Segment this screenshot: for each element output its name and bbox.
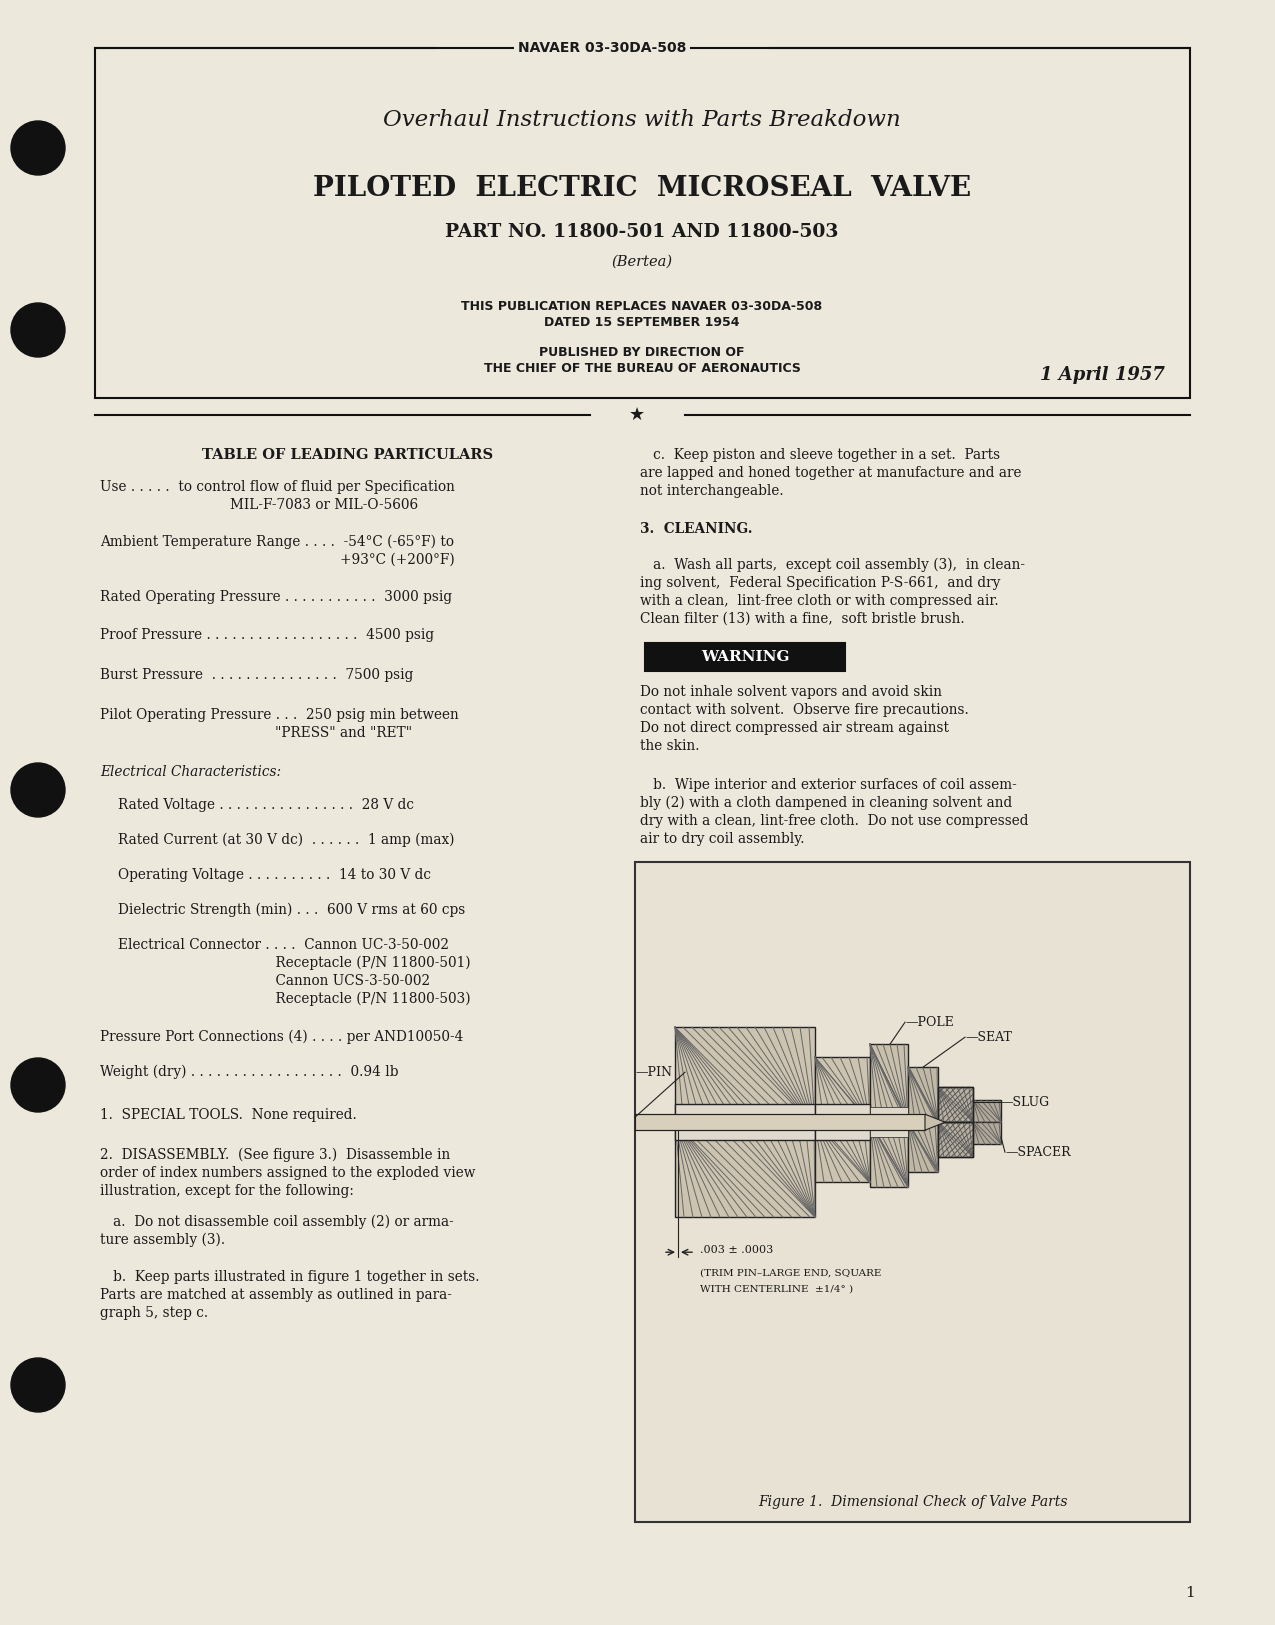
Circle shape (11, 764, 65, 817)
Text: bly (2) with a cloth dampened in cleaning solvent and: bly (2) with a cloth dampened in cleanin… (640, 796, 1012, 811)
Text: —SPACER: —SPACER (1005, 1146, 1071, 1159)
Text: are lapped and honed together at manufacture and are: are lapped and honed together at manufac… (640, 466, 1021, 479)
Circle shape (11, 120, 65, 176)
Text: Electrical Connector . . . .  Cannon UC-3-50-002: Electrical Connector . . . . Cannon UC-3… (119, 938, 449, 952)
Text: ★: ★ (629, 406, 645, 424)
Text: with a clean,  lint-free cloth or with compressed air.: with a clean, lint-free cloth or with co… (640, 595, 998, 608)
Text: WARNING: WARNING (701, 650, 789, 665)
Text: Proof Pressure . . . . . . . . . . . . . . . . . .  4500 psig: Proof Pressure . . . . . . . . . . . . .… (99, 627, 434, 642)
Text: a.  Wash all parts,  except coil assembly (3),  in clean-: a. Wash all parts, except coil assembly … (640, 557, 1025, 572)
Text: Rated Voltage . . . . . . . . . . . . . . . .  28 V dc: Rated Voltage . . . . . . . . . . . . . … (119, 798, 414, 812)
Circle shape (11, 1058, 65, 1112)
Text: PART NO. 11800-501 AND 11800-503: PART NO. 11800-501 AND 11800-503 (445, 223, 839, 240)
Circle shape (11, 302, 65, 358)
Text: Pilot Operating Pressure . . .  250 psig min between: Pilot Operating Pressure . . . 250 psig … (99, 708, 459, 722)
Bar (96, 49, 1190, 398)
Text: b.  Keep parts illustrated in figure 1 together in sets.: b. Keep parts illustrated in figure 1 to… (99, 1271, 479, 1284)
Bar (938, 1087, 973, 1123)
Text: Ambient Temperature Range . . . .  -54°C (-65°F) to: Ambient Temperature Range . . . . -54°C … (99, 535, 454, 549)
Bar (674, 1027, 815, 1128)
Text: Do not direct compressed air stream against: Do not direct compressed air stream agai… (640, 722, 949, 734)
Text: 1: 1 (1186, 1586, 1195, 1601)
Text: contact with solvent.  Observe fire precautions.: contact with solvent. Observe fire preca… (640, 704, 969, 717)
Text: DATED 15 SEPTEMBER 1954: DATED 15 SEPTEMBER 1954 (544, 317, 739, 330)
Text: "PRESS" and "RET": "PRESS" and "RET" (275, 726, 412, 739)
Bar (908, 1123, 938, 1172)
Text: air to dry coil assembly.: air to dry coil assembly. (640, 832, 805, 847)
Bar (938, 1123, 973, 1157)
Text: Operating Voltage . . . . . . . . . .  14 to 30 V dc: Operating Voltage . . . . . . . . . . 14… (119, 868, 431, 882)
Text: illustration, except for the following:: illustration, except for the following: (99, 1185, 354, 1198)
Text: 1.  SPECIAL TOOLS.  None required.: 1. SPECIAL TOOLS. None required. (99, 1108, 357, 1121)
Text: NAVAER 03-30DA-508: NAVAER 03-30DA-508 (518, 41, 686, 55)
Bar (815, 1105, 870, 1141)
Text: Clean filter (13) with a fine,  soft bristle brush.: Clean filter (13) with a fine, soft bris… (640, 613, 965, 626)
Text: not interchangeable.: not interchangeable. (640, 484, 784, 497)
Bar (645, 644, 845, 671)
Text: (Bertea): (Bertea) (612, 255, 673, 270)
Bar (870, 1045, 908, 1123)
Text: .003 ± .0003: .003 ± .0003 (700, 1245, 773, 1254)
Bar (815, 1123, 870, 1183)
Text: Receptacle (P/N 11800-501): Receptacle (P/N 11800-501) (119, 956, 470, 970)
Text: WITH CENTERLINE  ±1/4° ): WITH CENTERLINE ±1/4° ) (700, 1284, 853, 1294)
Text: TABLE OF LEADING PARTICULARS: TABLE OF LEADING PARTICULARS (203, 449, 493, 462)
Bar (815, 1058, 870, 1123)
Bar (870, 1107, 908, 1137)
Text: Cannon UCS-3-50-002: Cannon UCS-3-50-002 (119, 973, 430, 988)
Bar (870, 1123, 908, 1188)
Text: Use . . . . .  to control flow of fluid per Specification: Use . . . . . to control flow of fluid p… (99, 479, 455, 494)
Text: 1 April 1957: 1 April 1957 (1040, 366, 1165, 384)
Text: 3.  CLEANING.: 3. CLEANING. (640, 522, 752, 536)
Text: +93°C (+200°F): +93°C (+200°F) (340, 552, 455, 567)
Text: Overhaul Instructions with Parts Breakdown: Overhaul Instructions with Parts Breakdo… (382, 109, 901, 132)
Text: —SLUG: —SLUG (1000, 1095, 1049, 1108)
Text: PUBLISHED BY DIRECTION OF: PUBLISHED BY DIRECTION OF (539, 346, 745, 359)
Text: Pressure Port Connections (4) . . . . per AND10050-4: Pressure Port Connections (4) . . . . pe… (99, 1030, 463, 1045)
Text: Do not inhale solvent vapors and avoid skin: Do not inhale solvent vapors and avoid s… (640, 686, 942, 699)
Text: 2.  DISASSEMBLY.  (See figure 3.)  Disassemble in: 2. DISASSEMBLY. (See figure 3.) Disassem… (99, 1147, 450, 1162)
Text: THE CHIEF OF THE BUREAU OF AERONAUTICS: THE CHIEF OF THE BUREAU OF AERONAUTICS (483, 362, 801, 375)
Bar (973, 1100, 1001, 1123)
Bar (635, 1115, 924, 1131)
Text: MIL-F-7083 or MIL-O-5606: MIL-F-7083 or MIL-O-5606 (230, 497, 418, 512)
Text: PILOTED  ELECTRIC  MICROSEAL  VALVE: PILOTED ELECTRIC MICROSEAL VALVE (312, 174, 972, 202)
Bar (973, 1123, 1001, 1144)
Bar (938, 1087, 973, 1123)
Text: a.  Do not disassemble coil assembly (2) or arma-: a. Do not disassemble coil assembly (2) … (99, 1216, 454, 1230)
Bar (938, 1123, 973, 1157)
Text: —PIN: —PIN (635, 1066, 672, 1079)
Text: order of index numbers assigned to the exploded view: order of index numbers assigned to the e… (99, 1167, 476, 1180)
Text: Weight (dry) . . . . . . . . . . . . . . . . . .  0.94 lb: Weight (dry) . . . . . . . . . . . . . .… (99, 1064, 399, 1079)
Text: the skin.: the skin. (640, 739, 700, 752)
Text: —POLE: —POLE (905, 1016, 954, 1029)
Text: (TRIM PIN–LARGE END, SQUARE: (TRIM PIN–LARGE END, SQUARE (700, 1268, 881, 1277)
Bar (635, 861, 1190, 1523)
Text: c.  Keep piston and sleeve together in a set.  Parts: c. Keep piston and sleeve together in a … (640, 449, 1000, 462)
Text: Rated Operating Pressure . . . . . . . . . . .  3000 psig: Rated Operating Pressure . . . . . . . .… (99, 590, 453, 604)
Text: Electrical Characteristics:: Electrical Characteristics: (99, 765, 280, 778)
Text: —SEAT: —SEAT (965, 1030, 1012, 1043)
Text: Parts are matched at assembly as outlined in para-: Parts are matched at assembly as outline… (99, 1289, 451, 1302)
Circle shape (11, 1358, 65, 1412)
Text: Figure 1.  Dimensional Check of Valve Parts: Figure 1. Dimensional Check of Valve Par… (757, 1495, 1067, 1510)
Text: Burst Pressure  . . . . . . . . . . . . . . .  7500 psig: Burst Pressure . . . . . . . . . . . . .… (99, 668, 413, 682)
Text: Dielectric Strength (min) . . .  600 V rms at 60 cps: Dielectric Strength (min) . . . 600 V rm… (119, 904, 465, 918)
Text: graph 5, step c.: graph 5, step c. (99, 1306, 208, 1320)
Text: THIS PUBLICATION REPLACES NAVAER 03-30DA-508: THIS PUBLICATION REPLACES NAVAER 03-30DA… (462, 299, 822, 312)
Text: Receptacle (P/N 11800-503): Receptacle (P/N 11800-503) (119, 991, 470, 1006)
Text: ture assembly (3).: ture assembly (3). (99, 1233, 226, 1248)
Polygon shape (924, 1115, 945, 1131)
Text: dry with a clean, lint-free cloth.  Do not use compressed: dry with a clean, lint-free cloth. Do no… (640, 814, 1029, 829)
Bar (674, 1123, 815, 1217)
Text: Rated Current (at 30 V dc)  . . . . . .  1 amp (max): Rated Current (at 30 V dc) . . . . . . 1… (119, 834, 454, 847)
Bar (908, 1068, 938, 1123)
Text: b.  Wipe interior and exterior surfaces of coil assem-: b. Wipe interior and exterior surfaces o… (640, 778, 1016, 791)
Text: ing solvent,  Federal Specification P-S-661,  and dry: ing solvent, Federal Specification P-S-6… (640, 575, 1001, 590)
Bar (674, 1105, 815, 1141)
